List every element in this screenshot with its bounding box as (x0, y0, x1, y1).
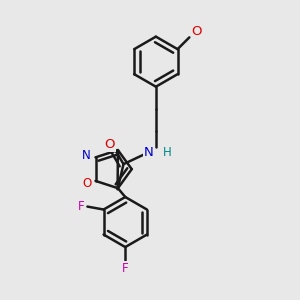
Text: H: H (163, 146, 172, 159)
Text: O: O (105, 138, 115, 151)
Text: N: N (144, 146, 153, 159)
Text: F: F (122, 262, 129, 275)
Text: F: F (78, 200, 84, 213)
Text: N: N (82, 149, 91, 162)
Text: O: O (191, 25, 202, 38)
Text: O: O (83, 177, 92, 190)
